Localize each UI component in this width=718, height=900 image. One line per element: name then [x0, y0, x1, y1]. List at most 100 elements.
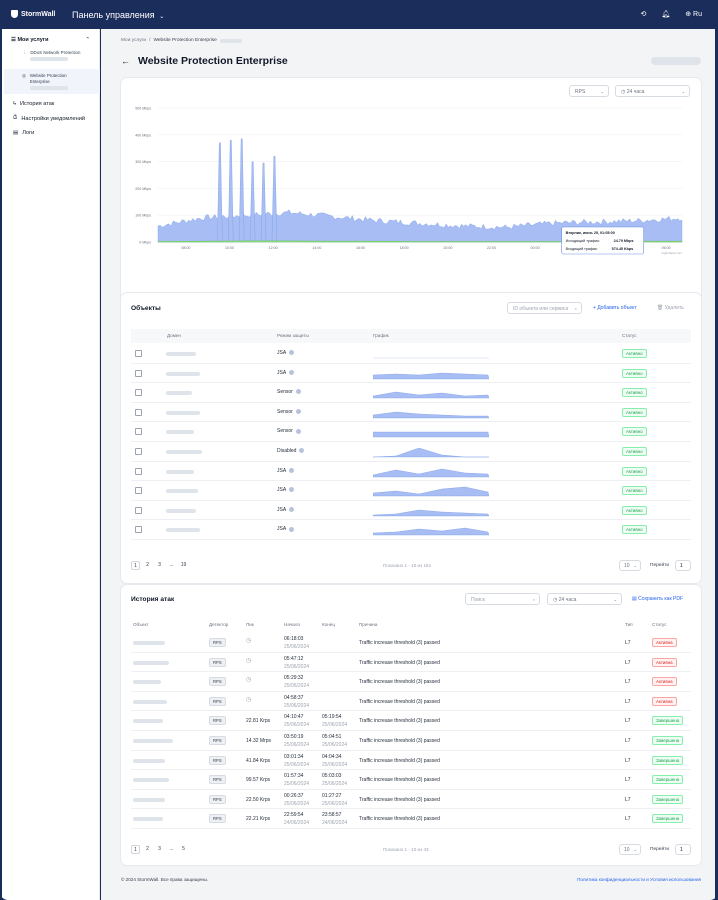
- objects-page-size[interactable]: 10 ⌄: [619, 560, 641, 571]
- traffic-chart[interactable]: 0 Mbps 100 Mbps 200 Mbps 300 Mbps 400 Mbps 50…: [121, 100, 701, 275]
- page-button[interactable]: 3: [158, 846, 161, 852]
- table-row[interactable]: RPS 99.57 Krps 01:57:34 25/06/2024 05:03:03 2…: [131, 770, 691, 790]
- page-button[interactable]: 1: [131, 561, 140, 570]
- table-row[interactable]: Sensor Активно: [131, 383, 691, 403]
- domain-placeholder: [166, 371, 200, 376]
- back-arrow-icon[interactable]: ←: [121, 56, 130, 66]
- attacks-period-select[interactable]: ◷ 24 часа ⌄: [547, 593, 622, 605]
- metric-select[interactable]: RPS ⌄: [569, 85, 609, 97]
- row-checkbox[interactable]: [135, 369, 142, 377]
- delete-button[interactable]: 🗑︎ Удалить: [657, 305, 684, 311]
- brand-logo[interactable]: StormWall: [11, 10, 55, 18]
- panel-title[interactable]: Панель управления ⌄: [72, 10, 164, 20]
- row-checkbox[interactable]: [135, 526, 142, 534]
- table-row[interactable]: RPS ◷ 06:18:03 25/06/2024 Traffic increase t…: [131, 633, 691, 653]
- sidebar-item-notifications[interactable]: ⏰︎ Настройки уведомлений: [2, 115, 99, 122]
- help-icon[interactable]: [289, 487, 295, 493]
- help-icon[interactable]: [295, 428, 301, 434]
- table-row[interactable]: Sensor Активно: [131, 422, 691, 442]
- goto-input[interactable]: 1: [675, 560, 691, 571]
- sidebar-my-services[interactable]: ☰ Мои услуги ⌃: [2, 33, 99, 43]
- table-row[interactable]: RPS ◷ 05:29:32 25/06/2024 Traffic increase t…: [131, 672, 691, 692]
- sidebar-item-attacks[interactable]: ϟ История атак: [2, 101, 99, 107]
- sidebar-item-website[interactable]: ◍ Website Protection Enterprise: [4, 69, 100, 95]
- help-icon[interactable]: [289, 526, 295, 532]
- row-checkbox[interactable]: [135, 428, 142, 436]
- column-detector[interactable]: Детектор: [209, 622, 229, 627]
- breadcrumb-root[interactable]: Мои услуги: [121, 38, 147, 43]
- column-type[interactable]: Тип: [625, 622, 633, 627]
- status-badge: Завершена: [652, 794, 684, 804]
- attacks-page-size[interactable]: 10 ⌄: [619, 844, 641, 855]
- page-button[interactable]: 2: [146, 846, 149, 852]
- table-row[interactable]: JSA Активно: [131, 364, 691, 384]
- support-icon[interactable]: ⟲: [640, 11, 647, 18]
- goto-label: Перейти: [650, 847, 670, 852]
- help-icon[interactable]: [295, 389, 301, 395]
- row-checkbox[interactable]: [135, 448, 142, 455]
- x-tick-label: 00:00: [531, 246, 540, 250]
- table-row[interactable]: JSA Активно: [131, 501, 691, 521]
- page-button[interactable]: 1: [131, 845, 140, 854]
- sidebar-item-logs[interactable]: ▤ Логи: [2, 130, 99, 136]
- save-pdf-button[interactable]: ▤ Сохранить как PDF: [632, 596, 683, 602]
- sparkline-chart: [373, 391, 489, 399]
- x-tick-label: 16:00: [356, 246, 365, 250]
- table-row[interactable]: RPS ◷ 04:58:37 25/06/2024 Traffic increase t…: [131, 692, 691, 712]
- add-object-button[interactable]: + Добавить объект: [593, 305, 637, 311]
- page-button[interactable]: 5: [182, 846, 185, 852]
- help-icon[interactable]: [289, 506, 295, 512]
- column-status[interactable]: Статус: [622, 333, 637, 338]
- row-checkbox[interactable]: [135, 350, 142, 357]
- status-badge: Активно: [622, 407, 647, 417]
- help-icon[interactable]: [299, 448, 305, 454]
- row-checkbox[interactable]: [135, 487, 142, 495]
- column-start[interactable]: Начало: [284, 622, 301, 627]
- page-button[interactable]: 19: [180, 562, 187, 568]
- protection-mode: Sensor: [277, 428, 301, 434]
- table-row[interactable]: JSA Активно: [131, 462, 691, 482]
- table-row[interactable]: RPS ◷ 05:47:12 25/06/2024 Traffic increase t…: [131, 653, 691, 673]
- objects-search-input[interactable]: ID объекта или сервиса ⌕: [507, 302, 582, 314]
- period-select[interactable]: ◷ 24 часа ⌄: [615, 85, 690, 97]
- page-button[interactable]: 2: [146, 562, 149, 568]
- help-icon[interactable]: [295, 408, 301, 414]
- attacks-search-input[interactable]: Поиск ⌕: [465, 593, 540, 605]
- table-row[interactable]: JSA Активно: [131, 481, 691, 501]
- sparkline-chart: [373, 486, 489, 497]
- status-badge: Активна: [652, 657, 677, 667]
- column-object[interactable]: Объект: [133, 622, 149, 627]
- language-switcher[interactable]: ⊕ Ru: [685, 10, 702, 18]
- column-mode[interactable]: Режим защиты: [277, 333, 309, 338]
- help-icon[interactable]: [289, 350, 295, 356]
- sparkline-area: [373, 372, 489, 379]
- help-icon[interactable]: [289, 369, 295, 375]
- tooltip-line-label: Исходящий трафик:: [566, 239, 600, 243]
- table-row[interactable]: RPS 22.21 Krps 22:59:54 24/06/2024 23:58:57 2…: [131, 809, 691, 829]
- table-row[interactable]: RPS 14.32 Mrps 03:50:19 25/06/2024 05:04:51 2…: [131, 731, 691, 751]
- table-row[interactable]: Sensor Активно: [131, 403, 691, 423]
- column-peak[interactable]: Пик: [246, 622, 254, 627]
- table-row[interactable]: JSA Активно: [131, 344, 691, 364]
- page-button[interactable]: 3: [158, 562, 161, 568]
- table-row[interactable]: RPS 22.81 Krps 04:10:47 25/06/2024 05:19:54 2…: [131, 711, 691, 731]
- reason: Traffic increase threshold (3) passed: [359, 796, 440, 803]
- row-checkbox[interactable]: [135, 506, 142, 514]
- row-checkbox[interactable]: [135, 389, 142, 397]
- table-row[interactable]: Disabled Активно: [131, 442, 691, 462]
- table-row[interactable]: RPS 41.84 Krps 03:01:34 25/06/2024 04:04:34 2…: [131, 751, 691, 771]
- table-row[interactable]: RPS 22.50 Krps 00:26:37 25/06/2024 01:27:27 2…: [131, 790, 691, 810]
- sidebar-item-ddos[interactable]: ⋮ DDoS Network Protection: [2, 50, 99, 61]
- column-end[interactable]: Конец: [322, 622, 335, 627]
- bell-icon[interactable]: 🔔︎: [661, 11, 671, 18]
- table-row[interactable]: JSA Активно: [131, 520, 691, 540]
- column-status[interactable]: Статус: [652, 622, 667, 627]
- column-domain[interactable]: Домен: [167, 333, 181, 338]
- goto-input[interactable]: 1: [675, 844, 691, 855]
- footer-links[interactable]: Политика конфиденциальности и Условия ис…: [577, 877, 701, 882]
- row-checkbox[interactable]: [135, 467, 142, 475]
- row-checkbox[interactable]: [135, 408, 142, 416]
- column-reason[interactable]: Причина: [359, 622, 378, 627]
- detector-badge: RPS: [209, 736, 226, 745]
- help-icon[interactable]: [289, 467, 295, 473]
